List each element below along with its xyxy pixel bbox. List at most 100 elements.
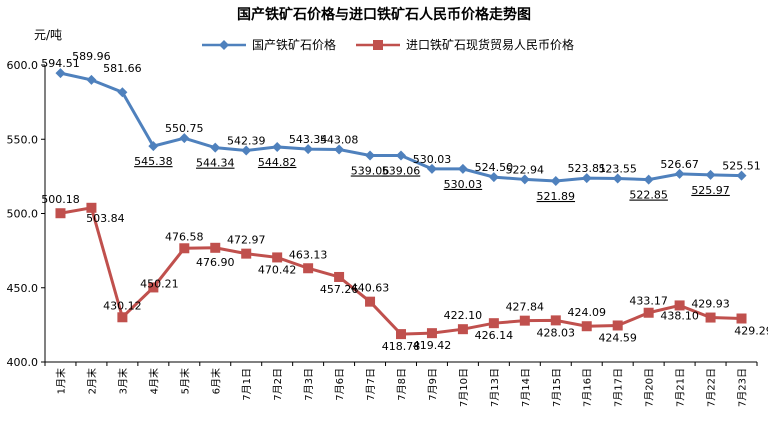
data-point-square-1 xyxy=(519,315,530,326)
data-point-diamond-0 xyxy=(303,144,314,155)
data-point-square-1 xyxy=(488,318,499,329)
x-tick-label: 6月末 xyxy=(209,368,222,394)
x-tick-label: 3月末 xyxy=(116,368,129,394)
data-label: 581.66 xyxy=(103,62,142,75)
data-point-square-1 xyxy=(303,263,314,274)
data-point-diamond-0 xyxy=(241,145,252,156)
data-label: 543.34 xyxy=(289,133,328,146)
data-label: 521.89 xyxy=(537,190,576,203)
data-point-diamond-0 xyxy=(550,175,561,186)
legend-item-imported: 进口铁矿石现货贸易人民币价格 xyxy=(356,36,574,53)
x-tick-label: 1月末 xyxy=(54,368,67,394)
data-label: 427.84 xyxy=(506,301,545,314)
legend-label-domestic: 国产铁矿石价格 xyxy=(252,38,337,52)
data-point-diamond-0 xyxy=(705,169,716,180)
y-tick-label: 500.0 xyxy=(7,208,39,221)
data-label: 589.96 xyxy=(72,50,111,63)
data-label: 539.06 xyxy=(382,164,421,177)
data-point-square-1 xyxy=(55,208,66,219)
data-point-diamond-0 xyxy=(179,133,190,144)
legend-item-domestic: 国产铁矿石价格 xyxy=(202,36,336,53)
data-label: 429.29 xyxy=(734,325,768,338)
y-tick-label: 400.0 xyxy=(7,356,39,369)
data-label: 419.42 xyxy=(413,339,452,352)
data-point-square-1 xyxy=(426,328,437,339)
x-tick-label: 7月6日 xyxy=(334,368,346,401)
x-tick-label: 5月末 xyxy=(178,368,191,394)
x-tick-label: 2月末 xyxy=(85,368,98,394)
data-label: 544.82 xyxy=(258,156,297,169)
data-label: 544.34 xyxy=(196,157,235,170)
data-point-diamond-0 xyxy=(519,174,530,185)
data-label: 522.85 xyxy=(629,189,668,202)
data-point-diamond-0 xyxy=(488,172,499,183)
data-label: 530.03 xyxy=(413,153,452,166)
x-tick-label: 7月22日 xyxy=(706,368,718,407)
data-point-diamond-0 xyxy=(612,173,623,184)
data-label: 523.81 xyxy=(567,162,606,175)
data-point-square-1 xyxy=(396,329,406,340)
data-point-diamond-0 xyxy=(117,87,128,98)
data-point-square-1 xyxy=(210,242,221,253)
data-point-square-1 xyxy=(86,202,97,213)
x-tick-label: 7月7日 xyxy=(365,368,377,401)
x-tick-label: 7月2日 xyxy=(272,368,284,401)
data-point-diamond-0 xyxy=(426,163,437,174)
data-label: 500.18 xyxy=(41,193,80,206)
data-label: 424.09 xyxy=(567,306,606,319)
data-label: 424.59 xyxy=(598,331,637,344)
data-point-square-1 xyxy=(612,320,623,331)
data-point-square-1 xyxy=(241,248,252,259)
x-tick-label: 7月13日 xyxy=(489,368,501,407)
chart-title: 国产铁矿石价格与进口铁矿石人民币价格走势图 xyxy=(237,7,531,23)
x-tick-label: 7月1日 xyxy=(241,368,253,401)
data-label: 542.39 xyxy=(227,135,266,148)
data-label: 463.13 xyxy=(289,248,328,261)
legend: 国产铁矿石价格 进口铁矿石现货贸易人民币价格 xyxy=(202,36,594,53)
data-label: 523.55 xyxy=(598,163,637,176)
data-point-diamond-0 xyxy=(334,144,345,155)
data-point-diamond-0 xyxy=(396,150,406,161)
data-point-square-1 xyxy=(117,312,128,323)
data-point-square-1 xyxy=(457,324,468,335)
x-tick-label: 7月23日 xyxy=(737,368,749,407)
data-label: 526.67 xyxy=(660,158,699,171)
data-point-square-1 xyxy=(334,271,345,282)
data-point-square-1 xyxy=(550,315,561,326)
data-label: 525.51 xyxy=(722,160,761,173)
data-label: 450.21 xyxy=(140,277,179,290)
data-point-square-1 xyxy=(365,296,376,307)
data-point-square-1 xyxy=(736,313,747,324)
x-tick-label: 7月10日 xyxy=(458,368,470,407)
data-label: 440.63 xyxy=(351,282,390,295)
x-tick-label: 7月21日 xyxy=(675,368,687,407)
data-point-diamond-0 xyxy=(86,74,97,85)
legend-swatch-square-icon xyxy=(356,39,401,50)
y-tick-label: 450.0 xyxy=(7,282,39,295)
data-point-square-1 xyxy=(272,252,283,263)
data-point-square-1 xyxy=(705,312,716,323)
x-tick-label: 7月20日 xyxy=(644,368,656,407)
data-point-diamond-0 xyxy=(55,68,66,79)
data-label: 422.10 xyxy=(444,309,483,322)
y-tick-label: 550.0 xyxy=(7,133,39,146)
data-point-diamond-0 xyxy=(581,173,592,184)
data-label: 418.78 xyxy=(382,340,421,353)
data-label: 433.17 xyxy=(629,295,668,308)
x-tick-label: 7月8日 xyxy=(396,368,408,401)
data-point-square-1 xyxy=(674,300,685,311)
data-label: 524.50 xyxy=(475,161,514,174)
data-label: 543.08 xyxy=(320,134,359,147)
data-label: 470.42 xyxy=(258,263,297,276)
data-label: 438.10 xyxy=(660,309,699,322)
x-tick-label: 7月15日 xyxy=(551,368,563,407)
data-point-square-1 xyxy=(581,321,592,332)
y-axis-unit: 元/吨 xyxy=(34,28,63,42)
data-point-diamond-0 xyxy=(148,141,159,152)
data-label: 476.90 xyxy=(196,256,235,269)
series-line-1 xyxy=(60,206,742,336)
data-label: 522.94 xyxy=(506,163,545,176)
x-tick-label: 7月14日 xyxy=(520,368,532,407)
data-point-diamond-0 xyxy=(457,163,468,174)
